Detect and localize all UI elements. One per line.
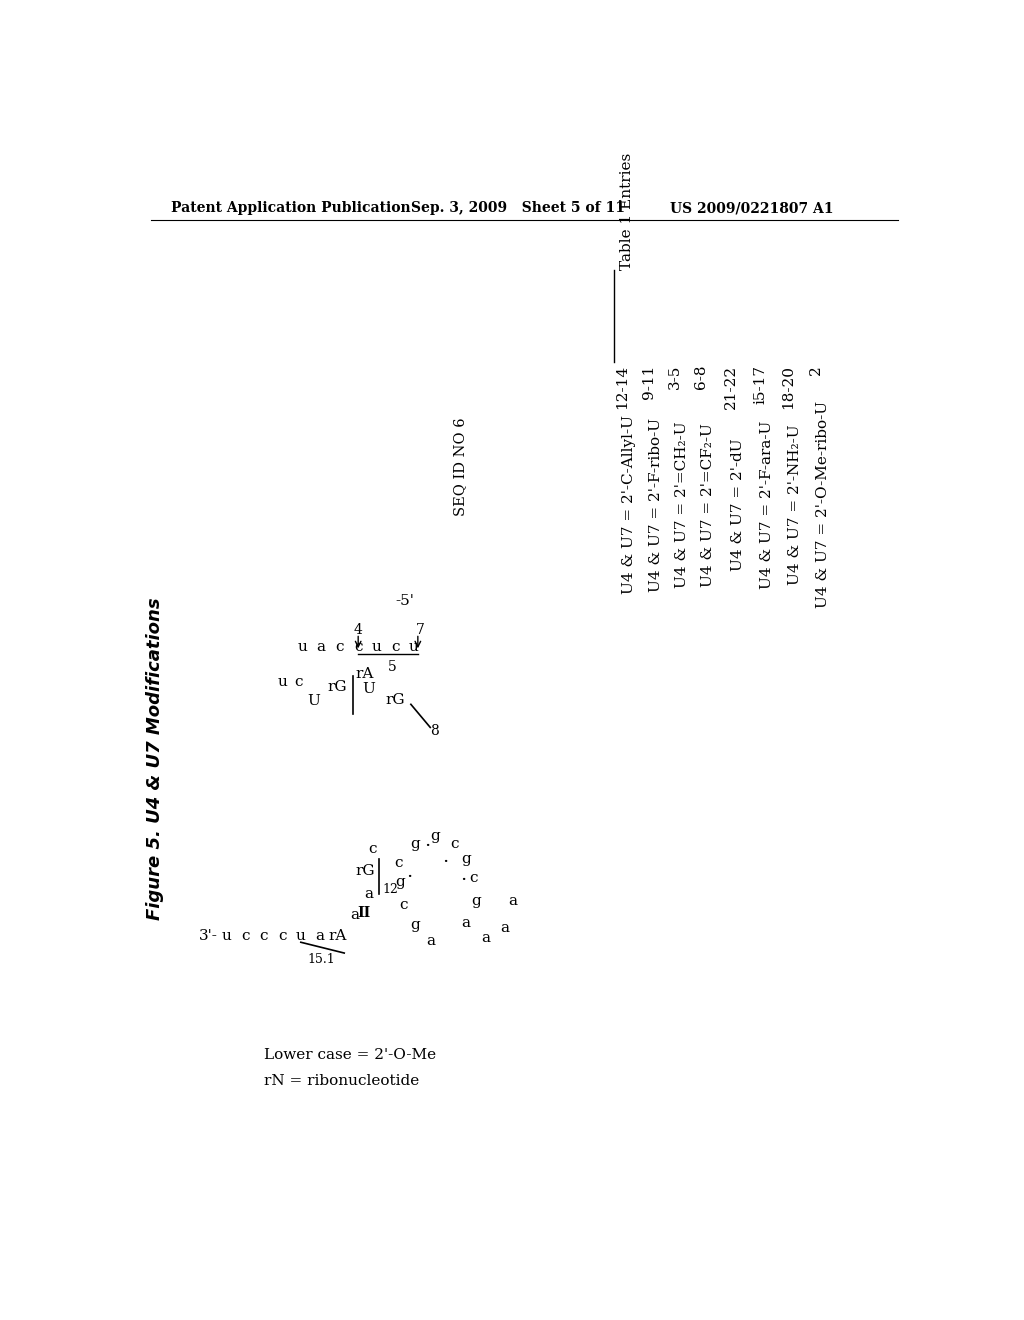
Text: rA: rA	[329, 929, 347, 942]
Text: c: c	[399, 899, 409, 912]
Text: -5': -5'	[395, 594, 415, 609]
Text: c: c	[335, 640, 344, 655]
Text: g: g	[411, 917, 421, 932]
Text: U: U	[307, 694, 321, 709]
Text: u: u	[297, 640, 307, 655]
Text: 9-11: 9-11	[642, 364, 655, 399]
Text: 6-8: 6-8	[694, 364, 709, 389]
Text: c: c	[450, 837, 459, 850]
Text: 12-14: 12-14	[615, 364, 630, 409]
Text: 8: 8	[430, 725, 438, 738]
Text: a: a	[481, 932, 489, 945]
Text: rN = ribonucleotide: rN = ribonucleotide	[263, 1074, 419, 1088]
Text: a: a	[508, 895, 517, 908]
Text: Sep. 3, 2009   Sheet 5 of 11: Sep. 3, 2009 Sheet 5 of 11	[411, 202, 625, 215]
Text: a: a	[500, 921, 509, 936]
Text: .: .	[407, 863, 413, 882]
Text: g: g	[411, 837, 421, 850]
Text: u: u	[296, 929, 306, 942]
Text: Table 1 Entries: Table 1 Entries	[621, 153, 634, 271]
Text: c: c	[294, 675, 303, 689]
Text: g: g	[430, 829, 439, 843]
Text: a: a	[315, 929, 324, 942]
Text: c: c	[394, 855, 402, 870]
Text: u: u	[279, 675, 288, 689]
Text: SEQ ID NO 6: SEQ ID NO 6	[454, 418, 468, 516]
Text: 3'-: 3'-	[200, 929, 218, 942]
Text: Lower case = 2'-O-Me: Lower case = 2'-O-Me	[263, 1048, 436, 1063]
Text: U4 & U7 = 2'-F-ribo-U: U4 & U7 = 2'-F-ribo-U	[649, 418, 663, 591]
Text: .: .	[441, 847, 449, 866]
Text: c: c	[369, 842, 377, 857]
Text: U4 & U7 = 2'=CF₂-U: U4 & U7 = 2'=CF₂-U	[701, 422, 716, 587]
Text: c: c	[241, 929, 249, 942]
Text: Figure 5. U4 & U7 Modifications: Figure 5. U4 & U7 Modifications	[146, 598, 164, 920]
Text: rA: rA	[355, 667, 374, 681]
Text: .: .	[424, 833, 430, 850]
Text: u: u	[372, 640, 382, 655]
Text: U4 & U7 = 2'-O-Me-ribo-U: U4 & U7 = 2'-O-Me-ribo-U	[816, 401, 830, 609]
Text: a: a	[350, 908, 359, 921]
Text: U4 & U7 = 2'-F-ara-U: U4 & U7 = 2'-F-ara-U	[761, 421, 774, 589]
Text: 3-5: 3-5	[668, 364, 682, 389]
Text: i5-17: i5-17	[754, 364, 767, 404]
Text: U: U	[361, 682, 375, 696]
Text: g: g	[461, 853, 471, 866]
Text: rG: rG	[355, 863, 375, 878]
Text: g: g	[395, 875, 404, 890]
Text: 7: 7	[416, 623, 425, 638]
Text: 2: 2	[809, 364, 823, 375]
Text: Patent Application Publication: Patent Application Publication	[171, 202, 411, 215]
Text: rG: rG	[328, 680, 347, 694]
Text: c: c	[354, 640, 362, 655]
Text: 4: 4	[353, 623, 362, 638]
Text: a: a	[427, 935, 435, 949]
Text: a: a	[365, 887, 374, 900]
Text: 18-20: 18-20	[781, 364, 796, 409]
Text: u: u	[221, 929, 231, 942]
Text: 12: 12	[382, 883, 398, 896]
Text: .: .	[461, 866, 467, 883]
Text: 21-22: 21-22	[724, 364, 738, 409]
Text: rG: rG	[386, 693, 406, 708]
Text: U4 & U7 = 2'-C-Allyl-U: U4 & U7 = 2'-C-Allyl-U	[623, 416, 637, 594]
Text: II: II	[357, 906, 371, 920]
Text: u: u	[409, 640, 419, 655]
Text: g: g	[471, 895, 481, 908]
Text: a: a	[316, 640, 326, 655]
Text: a: a	[462, 916, 470, 931]
Text: U4 & U7 = 2'=CH₂-U: U4 & U7 = 2'=CH₂-U	[675, 421, 689, 589]
Text: c: c	[259, 929, 268, 942]
Text: US 2009/0221807 A1: US 2009/0221807 A1	[671, 202, 834, 215]
Text: U4 & U7 = 2'-NH₂-U: U4 & U7 = 2'-NH₂-U	[788, 425, 802, 585]
Text: c: c	[278, 929, 287, 942]
Text: U4 & U7 = 2'-dU: U4 & U7 = 2'-dU	[731, 438, 744, 572]
Text: c: c	[391, 640, 399, 655]
Text: 5: 5	[388, 660, 396, 673]
Text: c: c	[469, 871, 478, 886]
Text: 15.1: 15.1	[307, 953, 335, 966]
